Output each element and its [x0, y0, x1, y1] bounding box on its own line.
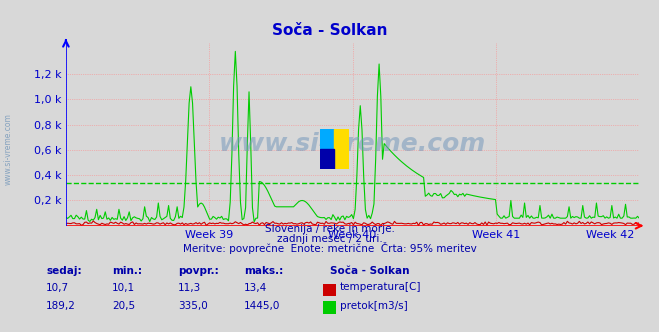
Text: zadnji mesec / 2 uri.: zadnji mesec / 2 uri.: [277, 234, 382, 244]
Text: 10,1: 10,1: [112, 283, 135, 292]
Bar: [335, 129, 349, 169]
Bar: [320, 149, 335, 169]
Text: temperatura[C]: temperatura[C]: [340, 283, 422, 292]
Text: povpr.:: povpr.:: [178, 266, 219, 276]
Text: 13,4: 13,4: [244, 283, 267, 292]
Text: pretok[m3/s]: pretok[m3/s]: [340, 301, 408, 311]
Text: www.si-vreme.com: www.si-vreme.com: [3, 114, 13, 185]
Text: sedaj:: sedaj:: [46, 266, 82, 276]
Bar: [320, 129, 335, 169]
Text: 11,3: 11,3: [178, 283, 201, 292]
Text: maks.:: maks.:: [244, 266, 283, 276]
Text: min.:: min.:: [112, 266, 142, 276]
Text: Meritve: povprečne  Enote: metrične  Črta: 95% meritev: Meritve: povprečne Enote: metrične Črta:…: [183, 242, 476, 254]
Text: 1445,0: 1445,0: [244, 301, 280, 311]
Text: 10,7: 10,7: [46, 283, 69, 292]
Text: 20,5: 20,5: [112, 301, 135, 311]
Text: Soča - Solkan: Soča - Solkan: [330, 266, 409, 276]
Text: Slovenija / reke in morje.: Slovenija / reke in morje.: [264, 224, 395, 234]
Text: 189,2: 189,2: [46, 301, 76, 311]
Text: 335,0: 335,0: [178, 301, 208, 311]
Text: Soča - Solkan: Soča - Solkan: [272, 23, 387, 38]
Text: www.si-vreme.com: www.si-vreme.com: [219, 131, 486, 156]
